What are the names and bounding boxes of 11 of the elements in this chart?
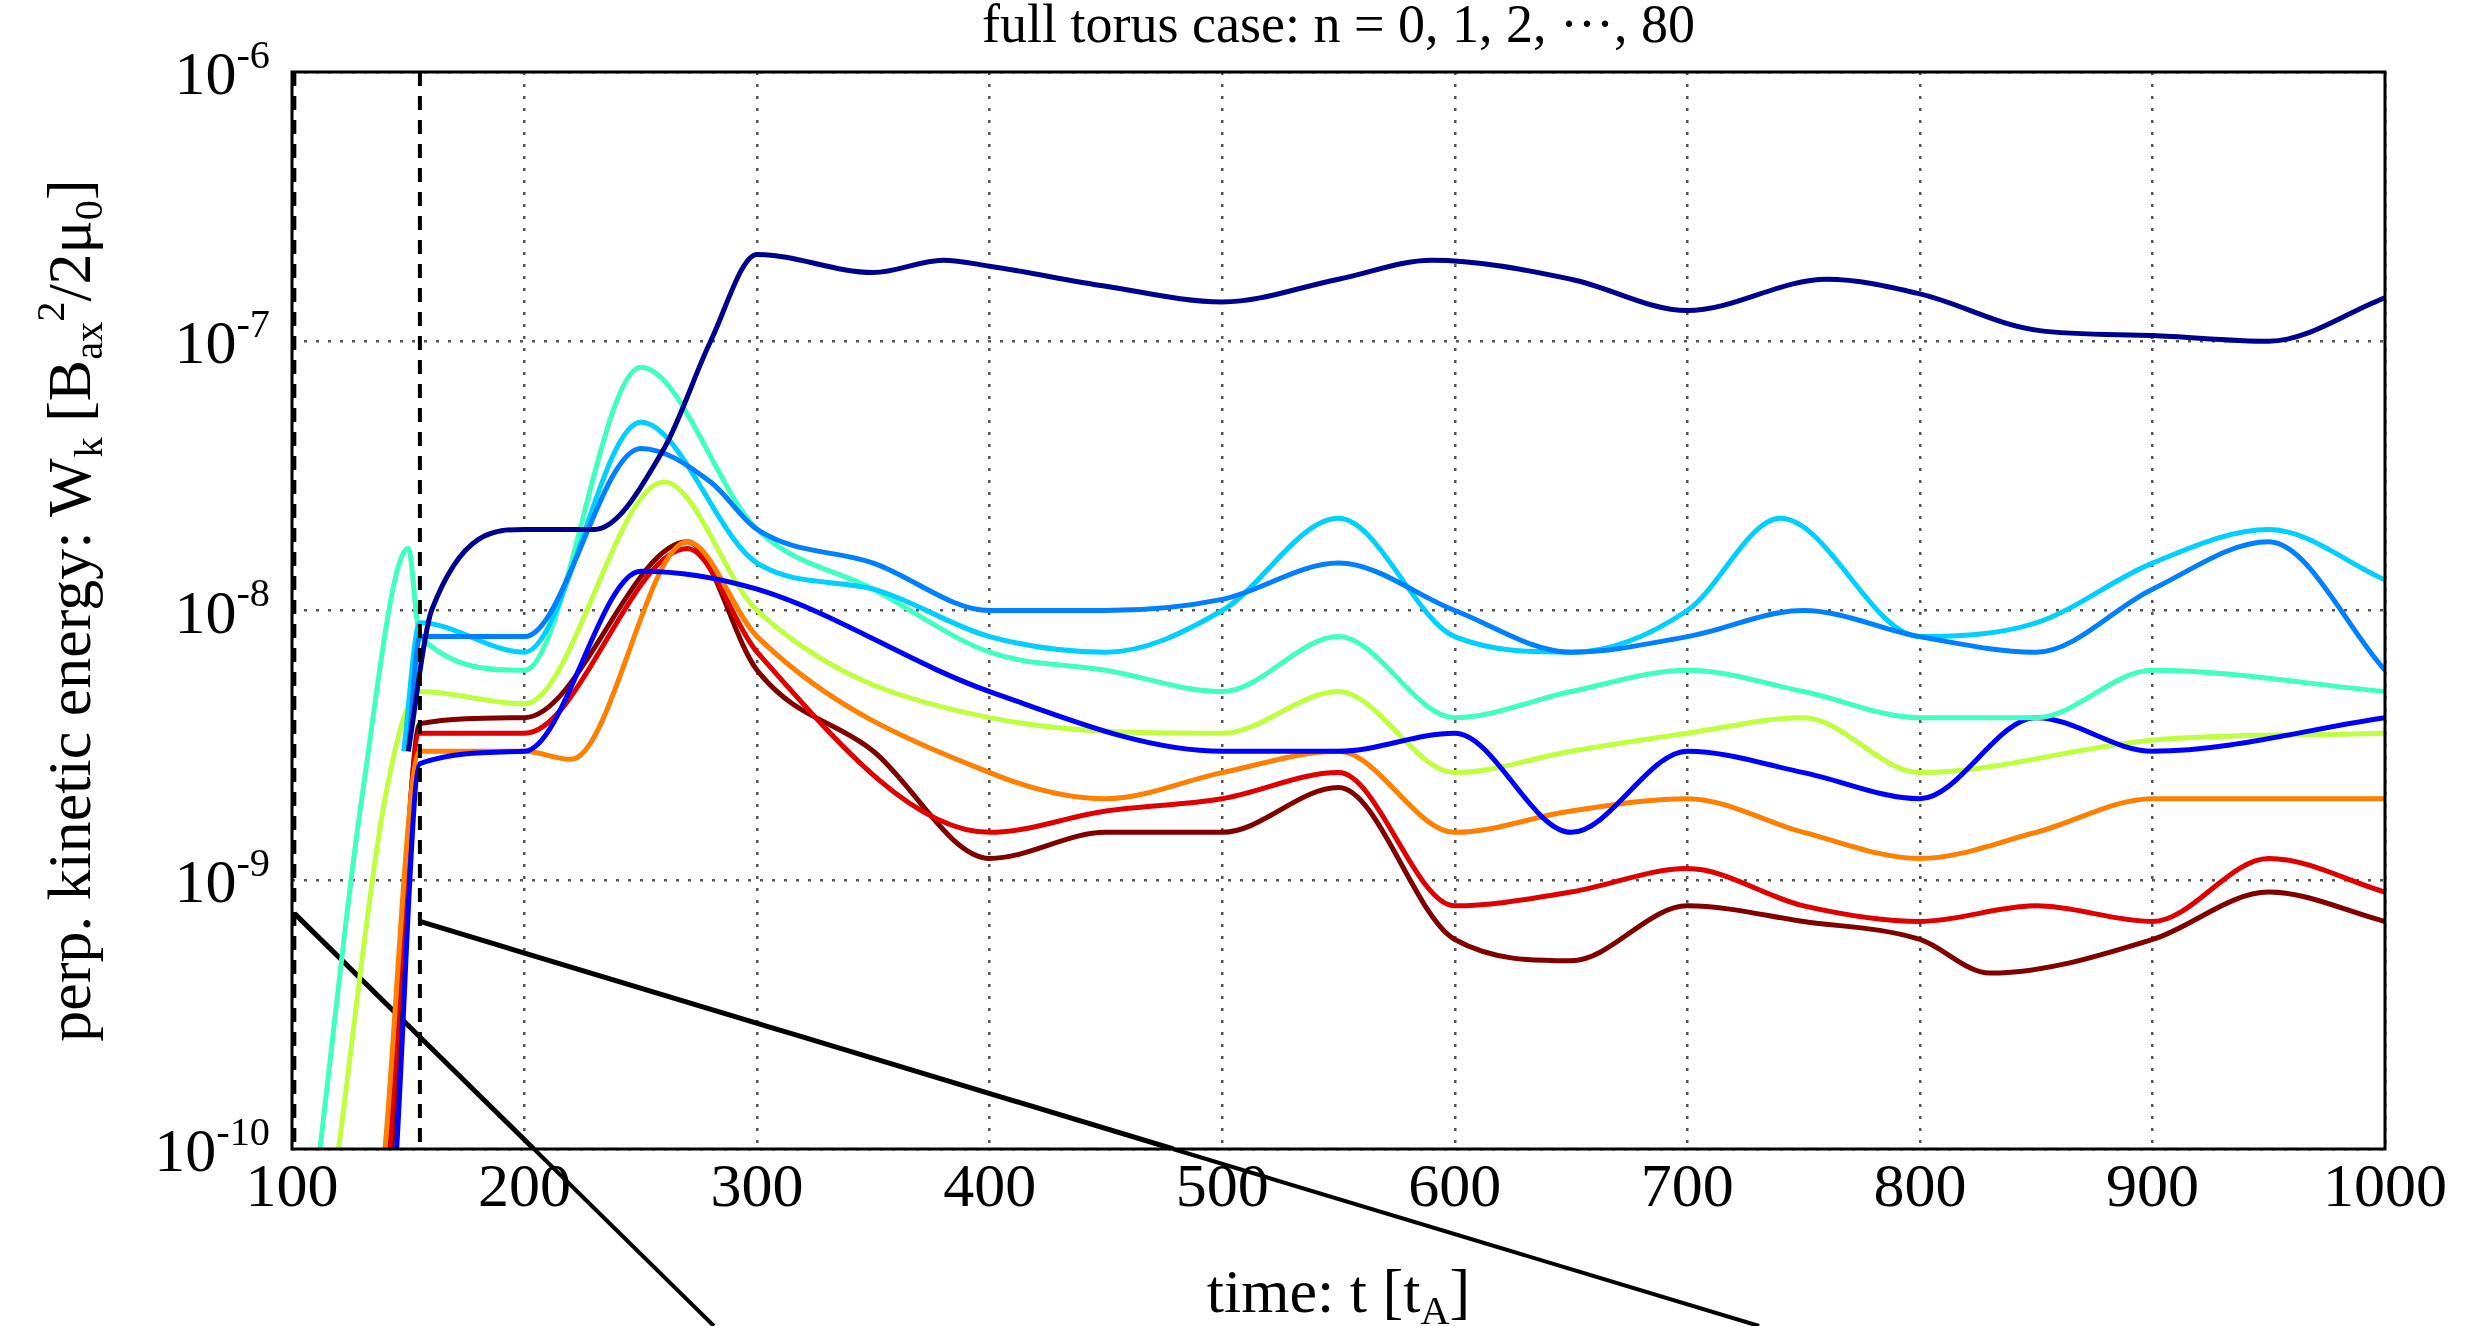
x-tick-label: 800	[1873, 1151, 1967, 1220]
x-tick-label: 1000	[2323, 1151, 2447, 1220]
x-tick-label: 500	[1175, 1151, 1269, 1220]
x-tick-label: 200	[478, 1151, 572, 1220]
x-tick-label: 900	[2105, 1151, 2199, 1220]
y-axis-title: perp. kinetic energy: Wk [Bax2/2μ0]	[27, 179, 112, 1042]
x-tick-label: 600	[1408, 1151, 1502, 1220]
x-tick-label: 400	[943, 1151, 1037, 1220]
x-tick-label: 700	[1640, 1151, 1734, 1220]
chart-title: full torus case: n = 0, 1, 2, ···, 80	[982, 0, 1695, 54]
x-tick-label: 300	[710, 1151, 804, 1220]
